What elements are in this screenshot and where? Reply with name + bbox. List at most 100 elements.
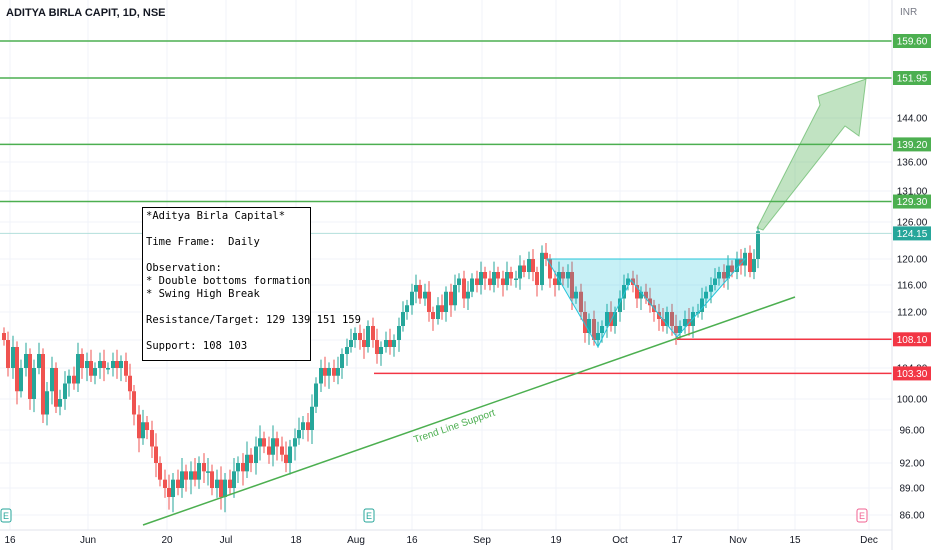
- price-level-label: 151.95: [897, 74, 928, 85]
- time-axis[interactable]: 16 Jun 20 Jul 18 Aug 16 Sep 19 Oct 17 Nov 15 Dec: [0, 529, 892, 546]
- candle-body: [752, 259, 756, 272]
- earnings-marker: [0, 508, 12, 523]
- candle-body: [340, 354, 344, 368]
- x-tick-label: 17: [671, 535, 683, 546]
- y-tick-label: 136.00: [897, 158, 928, 169]
- price-level-tag: [893, 366, 931, 381]
- note-point-1: * Double bottoms formation: [146, 275, 311, 287]
- y-tick-label: 86.00: [899, 511, 924, 522]
- candle-body: [596, 333, 600, 340]
- candle-body: [509, 272, 513, 279]
- candle-body: [19, 368, 23, 392]
- candle-body: [717, 272, 721, 279]
- earnings-marker-label: E: [3, 511, 9, 521]
- candle-body: [176, 479, 180, 488]
- candle-body: [111, 361, 115, 368]
- candle-body: [124, 361, 128, 376]
- candle-body: [639, 291, 643, 299]
- candle-body: [58, 399, 62, 407]
- candle-body: [626, 278, 630, 285]
- candle-body: [366, 326, 370, 347]
- candle-body: [514, 278, 518, 280]
- candle-body: [154, 446, 158, 463]
- candle-body: [548, 259, 552, 279]
- candle-body: [410, 291, 414, 306]
- y-tick-label: 120.00: [897, 255, 928, 266]
- candle-body: [449, 291, 453, 306]
- y-tick-label: 112.00: [897, 308, 927, 319]
- candle-body: [418, 285, 422, 299]
- candle-body: [63, 383, 67, 399]
- candle-body: [479, 272, 483, 285]
- candle-body: [401, 312, 405, 326]
- candlestick-series: [2, 226, 760, 513]
- candle-body: [470, 278, 474, 292]
- candle-body: [349, 340, 353, 347]
- candle-body: [700, 298, 704, 312]
- x-tick-label: 15: [789, 535, 801, 546]
- note-timeframe: Time Frame: Daily: [146, 236, 260, 248]
- candle-body: [726, 265, 730, 279]
- candle-body: [245, 454, 249, 472]
- candle-body: [388, 340, 392, 347]
- candle-body: [6, 340, 10, 368]
- candle-body: [535, 272, 539, 285]
- candle-body: [93, 368, 97, 376]
- candle-body: [683, 319, 687, 326]
- candle-body: [587, 319, 591, 333]
- y-tick-label: 96.00: [899, 426, 924, 437]
- price-axis[interactable]: 86.0089.0092.0096.00100.00104.00108.0011…: [891, 0, 931, 550]
- candle-body: [184, 471, 188, 480]
- candle-body: [332, 368, 336, 376]
- candle-body: [678, 326, 682, 333]
- candle-body: [345, 347, 349, 354]
- earnings-marker-label: E: [859, 511, 865, 521]
- candle-body: [704, 291, 708, 299]
- candle-body: [570, 272, 574, 299]
- candle-body: [89, 361, 93, 376]
- candle-body: [735, 259, 739, 272]
- candle-body: [189, 471, 193, 480]
- candle-body: [15, 347, 19, 392]
- earnings-marker-label: E: [366, 511, 372, 521]
- candle-body: [258, 438, 262, 447]
- candle-body: [561, 272, 565, 279]
- candle-body: [475, 278, 479, 285]
- candle-body: [327, 368, 331, 376]
- candle-body: [384, 340, 388, 347]
- candle-body: [132, 391, 136, 415]
- candle-body: [353, 333, 357, 340]
- candle-body: [236, 463, 240, 472]
- price-level-label: 139.20: [897, 140, 928, 151]
- price-level-label: 124.15: [897, 229, 928, 240]
- candle-body: [505, 272, 509, 285]
- candle-body: [254, 446, 258, 463]
- candle-body: [540, 252, 544, 285]
- candle-body: [314, 383, 318, 407]
- candle-body: [323, 368, 327, 376]
- x-tick-label: 20: [161, 535, 173, 546]
- candle-body: [228, 479, 232, 488]
- candle-body: [310, 406, 314, 430]
- candle-body: [37, 354, 41, 368]
- candle-body: [574, 291, 578, 299]
- symbol-title[interactable]: ADITYA BIRLA CAPIT, 1D, NSE: [6, 7, 166, 19]
- x-tick-label: Sep: [473, 535, 491, 546]
- candle-body: [544, 252, 548, 259]
- candle-body: [72, 375, 76, 384]
- note-point-2: * Swing High Break: [146, 288, 260, 300]
- price-level-label: 159.60: [897, 37, 928, 48]
- analysis-note[interactable]: *Aditya Birla Capital* Time Frame: Daily…: [142, 207, 361, 361]
- y-tick-label: 100.00: [897, 395, 928, 406]
- candle-body: [98, 361, 102, 368]
- candle-body: [427, 291, 431, 312]
- note-title: *Aditya Birla Capital*: [146, 210, 286, 222]
- candle-body: [319, 368, 323, 384]
- candle-body: [241, 463, 245, 472]
- price-level-tag: [893, 71, 931, 85]
- candle-body: [531, 259, 535, 272]
- candle-body: [674, 326, 678, 333]
- candle-body: [271, 438, 275, 455]
